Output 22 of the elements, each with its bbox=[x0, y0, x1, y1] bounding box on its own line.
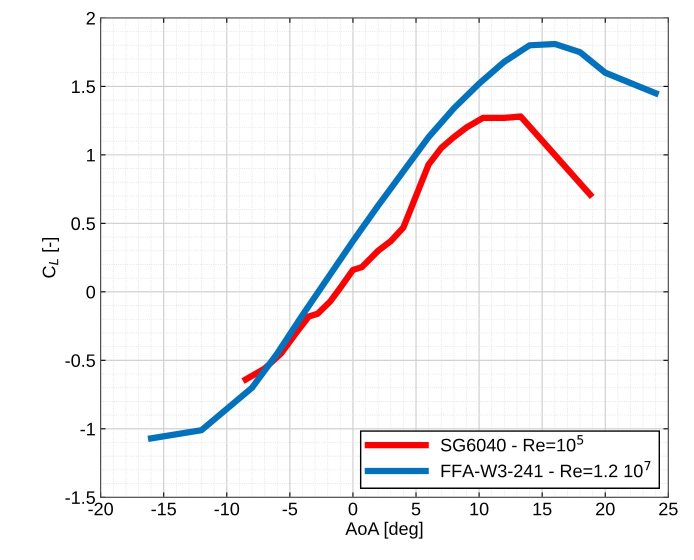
x-tick-label: 0 bbox=[348, 502, 358, 516]
y-tick-label: -0.5 bbox=[65, 354, 96, 368]
legend-label: SG6040 - Re=10$^{5}$ bbox=[440, 435, 584, 452]
x-tick-label: 15 bbox=[534, 502, 552, 516]
y-tick-label: 1.5 bbox=[72, 80, 96, 94]
x-tick-label: 10 bbox=[470, 502, 488, 516]
x-tick-label: -5 bbox=[282, 502, 298, 516]
y-tick-label: 1 bbox=[87, 149, 95, 162]
y-tick-label: 0 bbox=[86, 286, 96, 299]
x-tick-label: 5 bbox=[412, 502, 420, 516]
x-tick-label: -20 bbox=[88, 502, 113, 516]
y-tick-label: 2 bbox=[86, 12, 95, 24]
x-tick-label: -15 bbox=[151, 502, 176, 516]
y-tick-label: -1 bbox=[80, 422, 95, 436]
y-axis-title: C$_{L}$ [-] bbox=[42, 238, 59, 278]
legend-label: FFA-W3-241 - Re=1.2 10$^{7}$ bbox=[442, 461, 650, 478]
x-axis-title: AoA [deg] bbox=[345, 522, 422, 539]
y-tick-label: -1.5 bbox=[65, 491, 96, 504]
y-tick-label: 0.5 bbox=[71, 217, 96, 230]
x-tick-label: 25 bbox=[659, 502, 678, 516]
x-tick-label: 20 bbox=[596, 502, 615, 516]
x-tick-label: -10 bbox=[214, 502, 240, 516]
